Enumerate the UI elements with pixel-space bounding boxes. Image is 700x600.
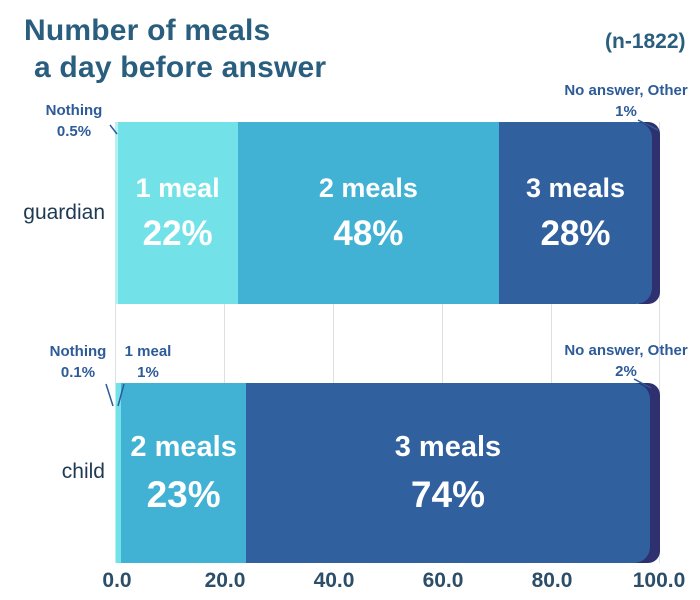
segment-value: 74% — [410, 473, 485, 515]
segment-guardian-nothing — [115, 122, 118, 304]
x-tick-label-80: 80.0 — [531, 569, 573, 592]
sample-size-label: (n-1822) — [605, 30, 686, 53]
annotation-child-no-answer: No answer, Other 2% — [564, 342, 688, 380]
gridline-60 — [442, 122, 443, 563]
segment-label: 2 meals — [318, 172, 418, 203]
segment-child-2-meals: 2 meals 23% — [120, 383, 247, 563]
segment-value: 48% — [333, 213, 404, 253]
chart-title: Number of meals a day before answer — [24, 12, 326, 86]
segment-label: 3 meals — [525, 172, 626, 203]
segment-value: 28% — [540, 213, 611, 253]
annotation-child-1-meal: 1 meal 1% — [124, 343, 172, 381]
gridline-100 — [659, 122, 660, 563]
annotation-guardian-nothing: Nothing 0.5% — [45, 102, 103, 140]
category-label-guardian: guardian — [23, 201, 105, 224]
gridline-40 — [333, 122, 334, 563]
segment-child-nothing — [115, 383, 116, 563]
category-label-child: child — [61, 460, 105, 483]
segment-child-1-meal — [115, 383, 121, 563]
segment-child-3-meals: 3 meals 74% — [246, 383, 650, 563]
segment-label: 1 meal — [135, 172, 220, 203]
x-tick-label-60: 60.0 — [422, 569, 464, 592]
segment-value: 23% — [146, 473, 221, 515]
x-tick-label-0: 0.0 — [102, 569, 132, 592]
gridline-0 — [115, 122, 116, 563]
segment-label: 2 meals — [130, 430, 237, 463]
plot-area: 1 meal 22% 2 meals 48% 3 meals 28% 2 — [115, 122, 660, 563]
segment-guardian-3-meals: 3 meals 28% — [499, 122, 652, 304]
leader-child-nothing — [105, 383, 114, 407]
x-tick-label-20: 20.0 — [204, 569, 246, 592]
segment-label: 3 meals — [394, 430, 502, 463]
gridline-80 — [551, 122, 552, 563]
segment-value: 22% — [142, 213, 213, 253]
x-tick-label-100: 100.0 — [632, 569, 686, 592]
annotation-guardian-no-answer: No answer, Other 1% — [564, 82, 688, 120]
x-tick-label-40: 40.0 — [313, 569, 355, 592]
chart-title-line1: Number of meals — [24, 14, 271, 47]
chart-title-line2: a day before answer — [34, 51, 327, 84]
bar-guardian: 1 meal 22% 2 meals 48% 3 meals 28% — [115, 122, 660, 304]
segment-guardian-2-meals: 2 meals 48% — [237, 122, 500, 304]
bar-child: 2 meals 23% 3 meals 74% — [115, 383, 660, 563]
segment-guardian-1-meal: 1 meal 22% — [117, 122, 238, 304]
gridline-20 — [224, 122, 225, 563]
annotation-child-nothing: Nothing 0.1% — [49, 343, 107, 381]
